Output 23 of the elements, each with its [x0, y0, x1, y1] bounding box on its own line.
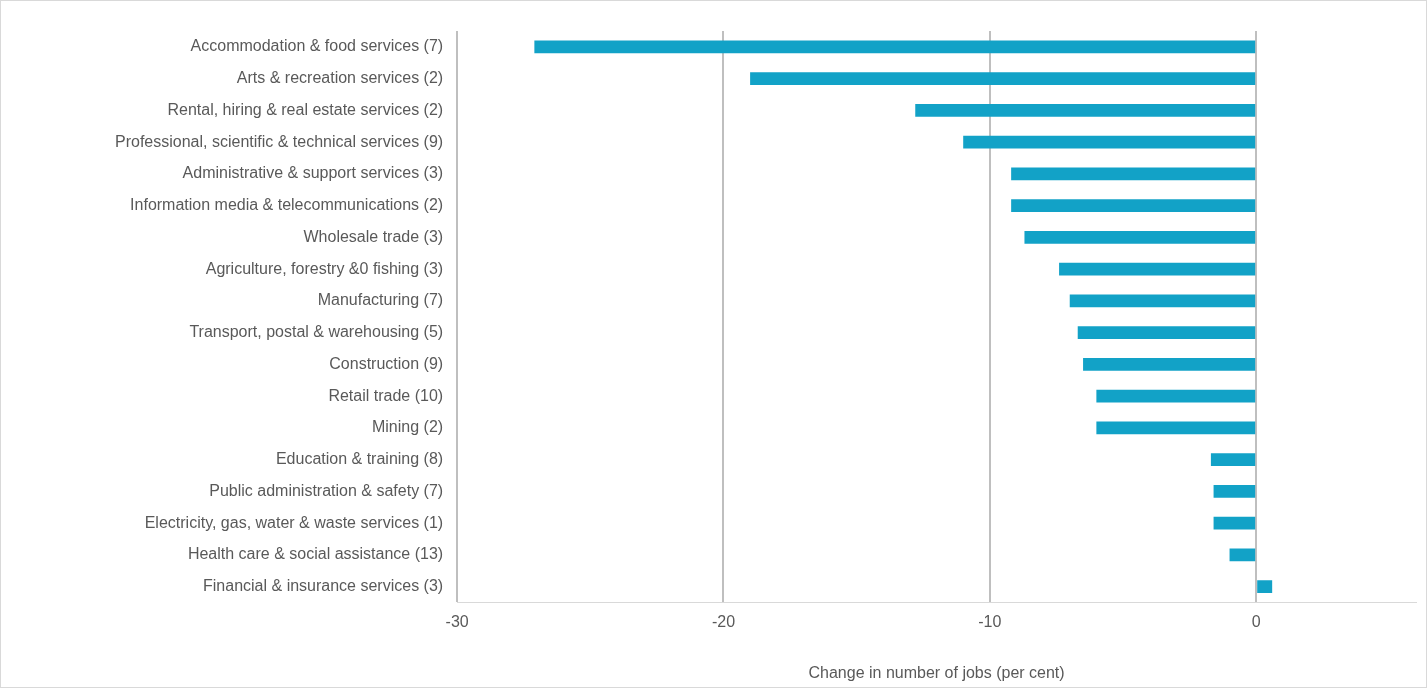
- y-tick-label: Administrative & support services (3): [182, 164, 444, 182]
- y-tick-label: Agriculture, forestry &0 fishing (3): [205, 259, 444, 277]
- x-tick-label: -10: [978, 612, 1002, 630]
- x-tick-label: -30: [445, 612, 469, 630]
- y-tick-label: Arts & recreation services (2): [236, 69, 444, 87]
- x-axis-title: Change in number of jobs (per cent): [808, 663, 1065, 681]
- y-tick-label: Rental, hiring & real estate services (2): [167, 100, 444, 118]
- y-tick-label: Manufacturing (7): [317, 291, 444, 309]
- x-tick-label: -20: [711, 612, 736, 630]
- y-tick-label: Accommodation & food services (7): [190, 37, 444, 55]
- y-tick-label: Electricity, gas, water & waste services (1): [144, 513, 444, 531]
- y-tick-label: Mining (2): [371, 418, 444, 436]
- y-tick-label: Information media & telecommunications (2): [130, 196, 444, 214]
- y-tick-label: Education & training (8): [275, 450, 444, 468]
- y-tick-label: Financial & insurance services (3): [203, 577, 444, 595]
- y-tick-label: Public administration & safety (7): [209, 481, 444, 499]
- y-tick-label: Wholesale trade (3): [303, 227, 444, 245]
- y-tick-label: Health care & social assistance (13): [187, 545, 444, 563]
- y-tick-label: Construction (9): [329, 354, 444, 372]
- y-tick-label: Retail trade (10): [328, 386, 444, 404]
- y-tick-label: Transport, postal & warehousing (5): [189, 323, 444, 341]
- x-tick-label: 0: [1251, 612, 1261, 630]
- y-tick-label: Professional, scientific & technical services (9): [115, 132, 444, 150]
